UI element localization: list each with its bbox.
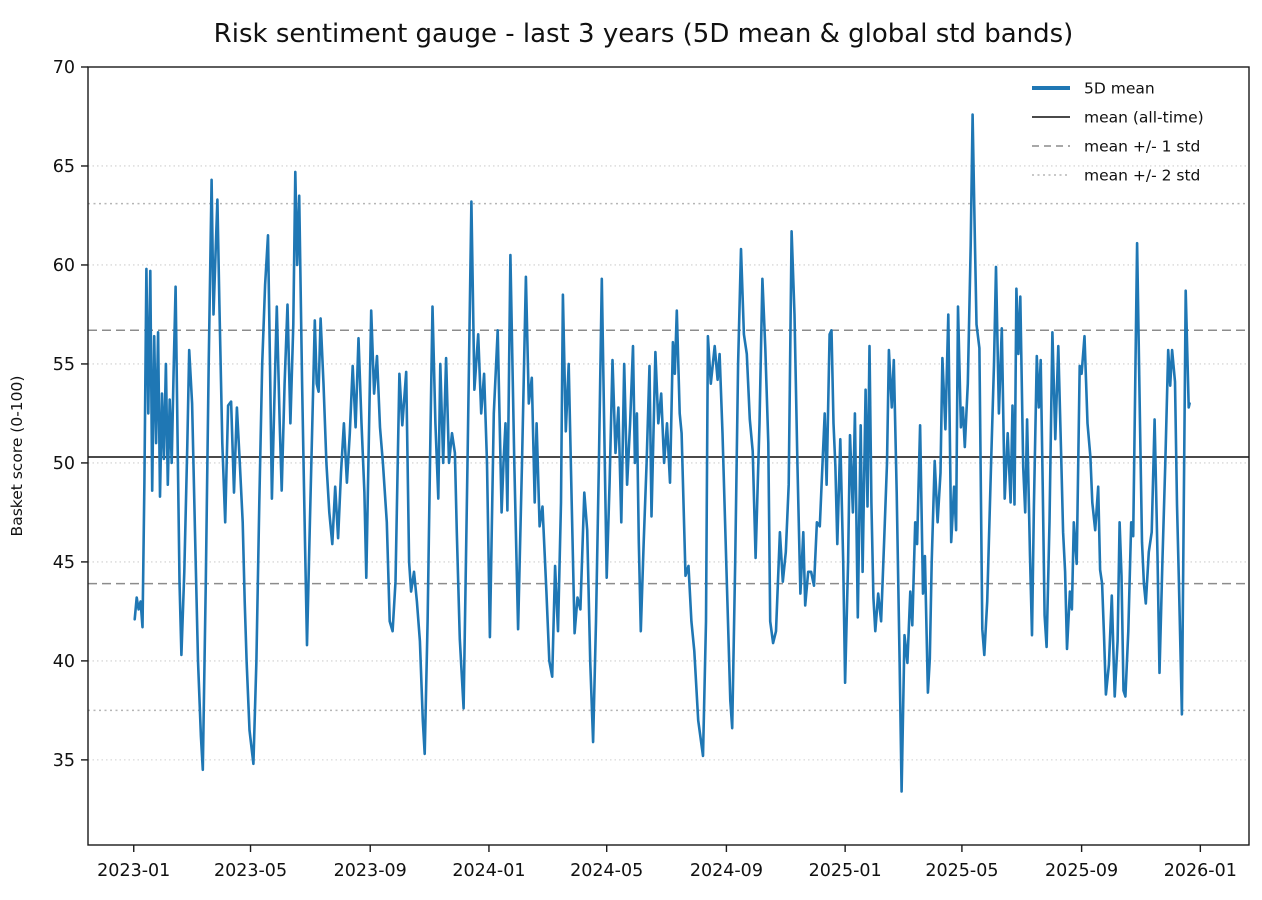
y-axis-label: Basket score (0-100) <box>8 376 26 537</box>
y-tick-label: 70 <box>53 58 75 78</box>
legend-label: mean +/- 1 std <box>1084 138 1200 156</box>
legend-label: 5D mean <box>1084 80 1155 98</box>
legend-label: mean (all-time) <box>1084 109 1204 127</box>
legend: 5D mean mean (all-time) mean +/- 1 std mean… <box>1032 80 1204 185</box>
x-tick-label: 2025-09 <box>1045 861 1118 881</box>
legend-label: mean +/- 2 std <box>1084 167 1200 185</box>
y-tick-label: 60 <box>53 256 75 276</box>
x-tick-label: 2024-05 <box>570 861 643 881</box>
title: Risk sentiment gauge - last 3 years (5D … <box>214 19 1074 49</box>
x-axis: 2023-01 2023-05 2023-09 2024-01 2024-05 2024-… <box>97 845 1237 881</box>
y-tick-label: 40 <box>53 652 75 672</box>
y-axis: 35 40 45 50 55 60 65 70 <box>53 58 88 771</box>
x-tick-label: 2023-01 <box>97 861 170 881</box>
spines <box>87 66 1250 846</box>
y-tick-label: 50 <box>53 454 75 474</box>
x-tick-label: 2025-01 <box>809 861 882 881</box>
x-tick-label: 2024-01 <box>452 861 525 881</box>
x-tick-label: 2023-09 <box>334 861 407 881</box>
x-tick-label: 2024-09 <box>690 861 763 881</box>
x-tick-label: 2025-05 <box>925 861 998 881</box>
plot-border <box>87 66 1250 846</box>
x-tick-label: 2023-05 <box>214 861 287 881</box>
series-5d-mean-line <box>133 113 1191 793</box>
y-tick-label: 35 <box>53 751 75 771</box>
axis-labels: Basket score (0-100) <box>8 376 26 537</box>
y-tick-label: 55 <box>53 355 75 375</box>
x-tick-label: 2026-01 <box>1164 861 1237 881</box>
series <box>133 113 1191 793</box>
chart-title: Risk sentiment gauge - last 3 years (5D … <box>214 19 1074 49</box>
y-tick-label: 65 <box>53 157 75 177</box>
y-tick-label: 45 <box>53 553 75 573</box>
